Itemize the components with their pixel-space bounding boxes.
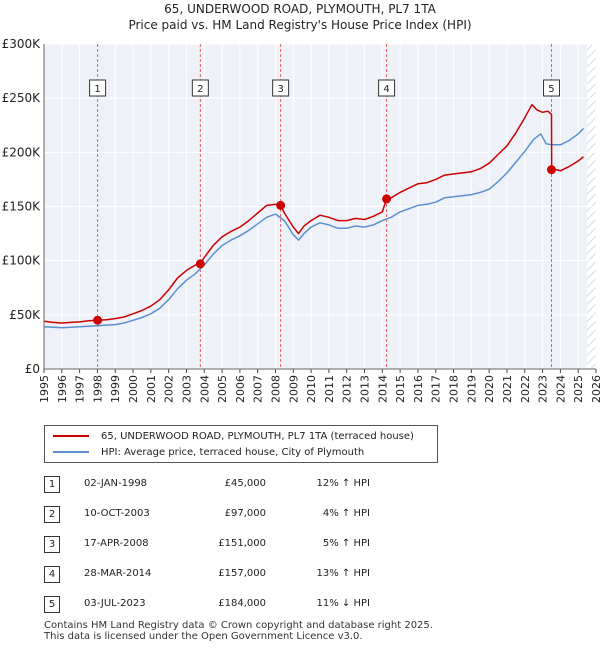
x-tick-label: 2025 (572, 375, 585, 403)
sale-point (195, 259, 205, 269)
x-tick-label: 2011 (323, 375, 336, 403)
x-tick-label: 2001 (145, 375, 158, 403)
x-tick-label: 2013 (359, 375, 372, 403)
sale-marker-label: 4 (383, 84, 389, 95)
legend-item-hpi: HPI: Average price, terraced house, City… (53, 444, 364, 460)
sale-date: 03-JUL-2023 (84, 598, 146, 609)
sale-point (546, 165, 556, 175)
y-tick-label: £100K (2, 254, 42, 268)
x-tick-label: 1996 (56, 375, 69, 403)
x-tick-label: 2023 (537, 375, 550, 403)
x-tick-label: 2018 (448, 375, 461, 403)
sale-number: 3 (44, 536, 60, 553)
legend-label-property: 65, UNDERWOOD ROAD, PLYMOUTH, PL7 1TA (t… (101, 430, 414, 442)
sale-point (382, 194, 392, 204)
x-tick-label: 2002 (163, 375, 176, 403)
x-tick-label: 2020 (483, 375, 496, 403)
x-tick-label: 2010 (305, 375, 318, 403)
x-tick-label: 2006 (234, 375, 247, 403)
sale-row: 1 02-JAN-1998 £45,000 12% ↑ HPI (44, 476, 444, 494)
sale-price: £184,000 (218, 598, 266, 609)
x-tick-label: 2026 (590, 375, 600, 403)
x-tick-label: 2007 (252, 375, 265, 403)
sale-marker-box (191, 79, 209, 97)
series-line-property (43, 103, 584, 324)
x-tick-label: 2021 (501, 375, 514, 403)
sale-hpi-diff: 4% ↑ HPI (322, 508, 370, 519)
x-tick-label: 1997 (74, 375, 87, 403)
sale-marker-label: 2 (197, 84, 203, 95)
sale-marker-box (272, 79, 290, 97)
sale-hpi-diff: 12% ↑ HPI (316, 478, 370, 489)
y-tick-label: £300K (2, 37, 42, 51)
sale-number: 1 (44, 476, 60, 493)
sale-marker-box (378, 79, 396, 97)
x-tick-label: 2005 (216, 375, 229, 403)
x-tick-label: 2004 (198, 375, 211, 403)
footer: Contains HM Land Registry data © Crown c… (44, 620, 433, 642)
chart-subtitle: Price paid vs. HM Land Registry's House … (128, 18, 472, 32)
sale-marker-label: 5 (548, 84, 554, 95)
legend: 65, UNDERWOOD ROAD, PLYMOUTH, PL7 1TA (t… (44, 425, 438, 463)
sale-row: 4 28-MAR-2014 £157,000 13% ↑ HPI (44, 566, 444, 584)
y-tick-label: £250K (2, 91, 42, 105)
sale-hpi-diff: 11% ↓ HPI (316, 598, 370, 609)
x-tick-label: 2019 (465, 375, 478, 403)
footer-copyright: Contains HM Land Registry data © Crown c… (44, 620, 433, 631)
price-chart: £0 £50K £100K £150K £200K £250K £300K 1995 1996 1… (2, 37, 600, 403)
x-tick-label: 1999 (109, 375, 122, 403)
sale-hpi-diff: 5% ↑ HPI (322, 538, 370, 549)
series-line-hpi (43, 127, 585, 329)
chart-title: 65, UNDERWOOD ROAD, PLYMOUTH, PL7 1TA (164, 2, 436, 16)
x-tick-label: 2009 (287, 375, 300, 403)
sale-price: £97,000 (224, 508, 266, 519)
sale-row: 2 10-OCT-2003 £97,000 4% ↑ HPI (44, 506, 444, 524)
sale-row: 3 17-APR-2008 £151,000 5% ↑ HPI (44, 536, 444, 554)
sale-marker-label: 3 (277, 84, 283, 95)
y-tick-label: £150K (2, 200, 42, 214)
sale-number: 4 (44, 566, 60, 583)
y-tick-label: £0 (25, 362, 40, 376)
sale-date: 17-APR-2008 (84, 538, 149, 549)
sale-point (276, 200, 286, 210)
x-tick-label: 2014 (376, 375, 389, 403)
legend-swatch-property (53, 435, 89, 437)
sale-price: £157,000 (218, 568, 266, 579)
sale-date: 10-OCT-2003 (84, 508, 150, 519)
x-tick-label: 1998 (91, 375, 104, 403)
sale-marker-box (542, 79, 560, 97)
sale-point (93, 315, 103, 325)
sale-number: 5 (44, 596, 60, 613)
sale-marker-box (89, 79, 107, 97)
sale-number: 2 (44, 506, 60, 523)
sale-marker-label: 1 (94, 84, 100, 95)
x-tick-label: 2015 (394, 375, 407, 403)
sale-hpi-diff: 13% ↑ HPI (316, 568, 370, 579)
x-tick-label: 2024 (554, 375, 567, 403)
sale-price: £45,000 (224, 478, 266, 489)
x-tick-label: 2000 (127, 375, 140, 403)
sale-price: £151,000 (218, 538, 266, 549)
legend-item-property: 65, UNDERWOOD ROAD, PLYMOUTH, PL7 1TA (t… (53, 428, 414, 444)
y-tick-label: £50K (9, 308, 41, 322)
x-tick-label: 2012 (341, 375, 354, 403)
x-tick-label: 2003 (180, 375, 193, 403)
sale-date: 02-JAN-1998 (84, 478, 148, 489)
legend-label-hpi: HPI: Average price, terraced house, City… (101, 446, 365, 458)
x-tick-label: 2017 (430, 375, 443, 403)
sale-row: 5 03-JUL-2023 £184,000 11% ↓ HPI (44, 596, 444, 614)
x-tick-label: 2008 (269, 375, 282, 403)
sale-date: 28-MAR-2014 (84, 568, 152, 579)
y-tick-label: £200K (2, 145, 42, 159)
x-tick-label: 2022 (519, 375, 532, 403)
footer-licence: This data is licensed under the Open Gov… (44, 631, 363, 642)
legend-swatch-hpi (53, 451, 89, 453)
x-tick-label: 2016 (412, 375, 425, 403)
x-tick-label: 1995 (38, 375, 51, 403)
